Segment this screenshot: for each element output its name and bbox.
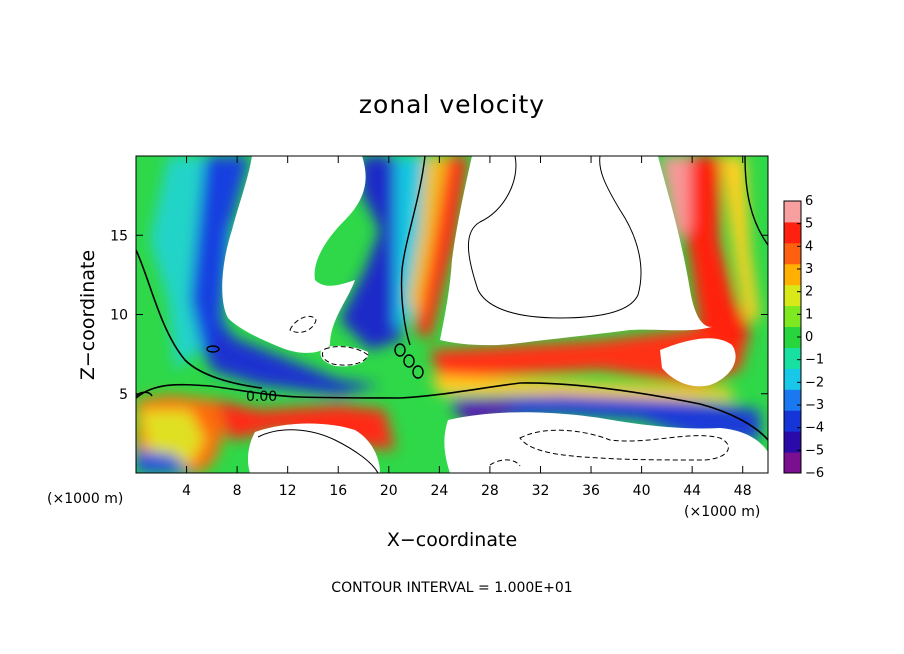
contour-lines xyxy=(136,156,768,473)
colorbar-tick-label: 1 xyxy=(805,307,813,322)
colorbar-bin xyxy=(784,201,801,223)
contour-label: 0.00 xyxy=(246,389,277,405)
x-tick-label: 12 xyxy=(279,483,297,499)
contour-dashed-small xyxy=(321,346,369,366)
contour-thin-upper-right xyxy=(467,156,642,319)
field-right-pink xyxy=(660,156,690,240)
y-axis-label: Z−coordinate xyxy=(77,250,99,380)
masked-region-upper-right xyxy=(440,156,715,346)
field-lower-left-yellow xyxy=(140,410,205,465)
colorbar-bin xyxy=(784,326,801,348)
colorbar-bin xyxy=(784,452,801,474)
contour-thin-lower-left xyxy=(257,429,379,473)
colorbar-bin xyxy=(784,431,801,453)
contour-loop-3 xyxy=(412,365,424,379)
colorbar-bin xyxy=(784,263,801,286)
masked-region-lower-left xyxy=(247,423,380,473)
y-tick-label: 5 xyxy=(119,387,128,403)
field-right-yellow xyxy=(720,156,760,320)
contour-dashed-bottom xyxy=(489,459,521,467)
masked-region-right-pocket xyxy=(660,338,736,387)
x-tick-label: 24 xyxy=(430,483,448,499)
field-center-red xyxy=(415,156,468,340)
colorbar-tick-label: 3 xyxy=(805,262,813,277)
x-tick-label: 8 xyxy=(233,483,242,499)
y-tick-label: 15 xyxy=(110,228,128,244)
colorbar-bin xyxy=(784,305,801,328)
colorbar: 6 5 4 3 2 1 0 −1 −2 −3 −4 −5 −6 xyxy=(783,194,824,481)
masked-region-lower-right xyxy=(444,412,768,473)
x-tick-label: 16 xyxy=(329,483,347,499)
colorbar-tick-label: 2 xyxy=(805,285,813,300)
colorbar-bin xyxy=(784,221,801,244)
colorbar-bin xyxy=(784,242,801,265)
contour-zero-upper xyxy=(400,156,426,346)
chart-title: zonal velocity xyxy=(359,90,545,119)
masked-region-small-left xyxy=(320,345,369,367)
colorbar-tick-label: −1 xyxy=(805,353,824,368)
contour-interval-footer: CONTOUR INTERVAL = 1.000E+01 xyxy=(331,580,572,596)
field-left-blue xyxy=(190,156,250,360)
x-tick-label: 40 xyxy=(633,483,651,499)
x-tick-label: 48 xyxy=(734,483,752,499)
contour-dashed-left xyxy=(289,315,317,333)
colorbar-tick-label: −2 xyxy=(805,375,824,390)
field-bottom-left-blue xyxy=(136,450,190,473)
colorbar-tick-label: 4 xyxy=(805,239,813,254)
x-tick-label: 4 xyxy=(182,483,191,499)
colorbar-bin xyxy=(784,389,801,411)
x-tick-label: 36 xyxy=(582,483,600,499)
masked-region-upper-left xyxy=(222,156,366,353)
x-tick-label: 28 xyxy=(481,483,499,499)
contour-zero-left xyxy=(136,249,263,389)
colorbar-tick-label: −4 xyxy=(805,421,824,436)
contour-loop-1 xyxy=(394,343,406,357)
contour-loop-small xyxy=(206,345,220,353)
colorbar-tick-label: −5 xyxy=(805,443,824,458)
colorbar-tick-label: −3 xyxy=(805,398,824,413)
colorbar-tick-label: 0 xyxy=(805,330,813,345)
x-unit-label: (×1000 m) xyxy=(684,504,760,520)
colorbar-bin xyxy=(784,410,801,432)
field-center-yellow xyxy=(408,156,448,320)
x-tick-label: 44 xyxy=(683,483,701,499)
y-unit-label: (×1000 m) xyxy=(47,491,123,507)
colorbar-tick-label: 5 xyxy=(805,217,813,232)
field-mid-yellow-band xyxy=(430,375,735,400)
masked-regions xyxy=(222,156,768,473)
x-axis-label: X−coordinate xyxy=(387,529,517,551)
contour-loop-left-edge xyxy=(136,391,153,397)
contour-dashed-lower xyxy=(519,429,729,461)
colorbar-bin xyxy=(784,347,801,369)
contour-zero-main xyxy=(136,382,768,441)
plot-area: 0.00 xyxy=(136,156,768,473)
y-tick-label: 10 xyxy=(110,308,128,324)
x-tick-label: 20 xyxy=(380,483,398,499)
x-tick-label: 32 xyxy=(532,483,550,499)
contour-loop-2 xyxy=(403,354,415,368)
colorbar-tick-label: 6 xyxy=(805,194,813,209)
contour-zero-right xyxy=(744,156,768,246)
colorbar-bin xyxy=(784,368,801,390)
field-upper-blue-band xyxy=(210,330,380,395)
colorbar-bin xyxy=(784,284,801,307)
colorbar-tick-label: −6 xyxy=(805,466,824,481)
